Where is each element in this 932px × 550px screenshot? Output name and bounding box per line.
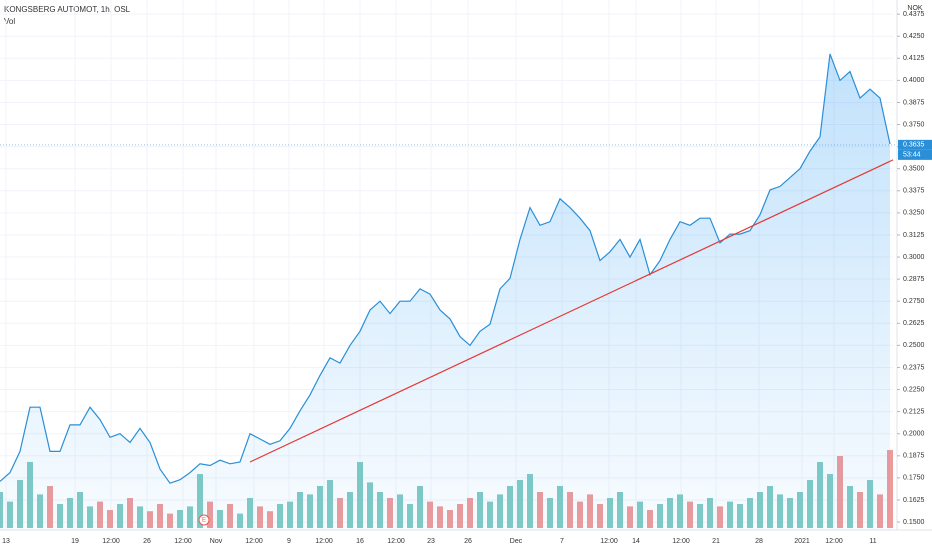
y-tick-label: 0.1875 xyxy=(903,453,925,460)
y-tick-label: 0.2375 xyxy=(903,364,925,371)
y-tick-label: 0.3250 xyxy=(903,210,925,217)
trend-line xyxy=(249,159,894,463)
event-label: E xyxy=(202,518,206,524)
countdown-box xyxy=(898,149,932,160)
x-tick-label: 12:00 xyxy=(174,538,192,545)
y-tick-label: 0.1625 xyxy=(903,497,925,504)
y-tick-label: 0.4125 xyxy=(903,55,925,62)
x-tick-label: 2021 xyxy=(794,538,810,545)
chart-title: KONGSBERG AUTOMOT, 1h, OSL xyxy=(4,5,131,14)
y-tick-label: 0.3750 xyxy=(903,121,925,128)
y-tick-label: 0.2750 xyxy=(903,298,925,305)
last-price-label: 0.3635 xyxy=(903,142,925,149)
x-tick-label: 26 xyxy=(464,538,472,545)
y-tick-label: 0.2000 xyxy=(903,431,925,438)
y-tick-label: 0.2500 xyxy=(903,342,925,349)
x-tick-label: 12:00 xyxy=(600,538,618,545)
currency: NOK xyxy=(907,5,923,12)
x-tick-label: Dec xyxy=(510,538,523,545)
price-area xyxy=(0,53,890,531)
y-tick-label: 0.2875 xyxy=(903,276,925,283)
y-tick-label: 0.3375 xyxy=(903,188,925,195)
x-tick-label: 14 xyxy=(632,538,640,545)
x-tick-label: 11 xyxy=(869,538,876,545)
y-tick-label: 0.4000 xyxy=(903,77,925,84)
y-tick-label: 0.4250 xyxy=(903,33,925,40)
y-tick-label: 0.2125 xyxy=(903,408,925,415)
y-tick-label: 0.3875 xyxy=(903,99,925,106)
x-tick-label: 12:00 xyxy=(102,538,120,545)
x-tick-label: Nov xyxy=(210,538,223,545)
event-marker xyxy=(198,514,210,526)
y-tick-label: 0.3000 xyxy=(903,254,925,261)
y-tick-label: 0.3125 xyxy=(903,232,925,239)
y-tick-label: 0.1500 xyxy=(903,519,925,526)
x-tick-label: 7 xyxy=(560,538,564,545)
x-tick-label: 21 xyxy=(712,538,720,545)
x-tick-label: 12:00 xyxy=(825,538,843,545)
countdown: 53:44 xyxy=(903,152,921,159)
x-tick-label: 12:00 xyxy=(245,538,263,545)
subtitle: Vol xyxy=(4,17,15,26)
x-tick-label: 12:00 xyxy=(387,538,405,545)
y-tick-label: 0.2625 xyxy=(903,320,925,327)
x-tick-label: 9 xyxy=(287,538,291,545)
x-tick-label: 23 xyxy=(427,538,435,545)
y-tick-label: 0.2250 xyxy=(903,386,925,393)
y-tick-label: 0.4375 xyxy=(903,11,925,18)
x-tick-label: 28 xyxy=(755,538,763,545)
price-line xyxy=(0,53,891,484)
x-tick-label: 16 xyxy=(356,538,364,545)
x-tick-label: 12:00 xyxy=(672,538,690,545)
x-tick-label: 26 xyxy=(143,538,151,545)
x-tick-label: 19 xyxy=(71,538,79,545)
y-tick-label: 0.3500 xyxy=(903,166,925,173)
x-tick-label: 13 xyxy=(2,538,10,545)
last-price-box xyxy=(898,139,932,150)
x-tick-label: 12:00 xyxy=(315,538,333,545)
y-tick-label: 0.1750 xyxy=(903,475,925,482)
